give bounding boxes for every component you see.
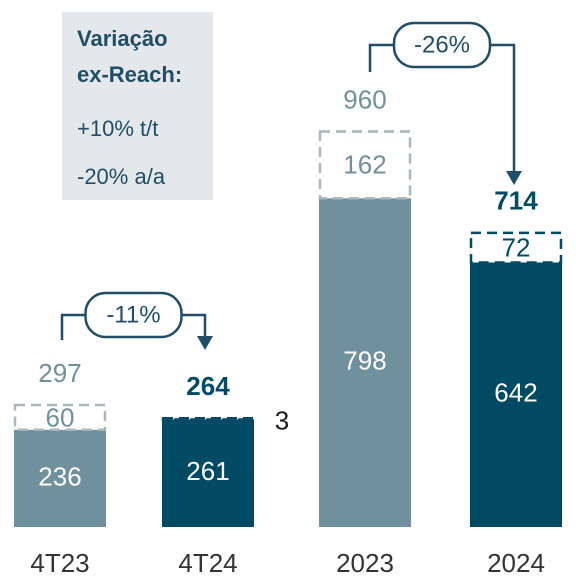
annotation: -26% [414, 31, 470, 58]
value-label: 261 [186, 456, 229, 486]
bar [470, 262, 562, 527]
annotation: -11% [106, 301, 160, 328]
value-label: 3 [275, 405, 289, 435]
arrow-head [197, 336, 213, 350]
value-label: 798 [343, 345, 386, 375]
x-tick-label: 4T23 [30, 548, 89, 578]
x-tick-label: 4T24 [178, 548, 237, 578]
total-label: 297 [38, 358, 81, 388]
x-tick-label: 2023 [336, 548, 394, 578]
value-label: 72 [502, 233, 531, 263]
bar [162, 419, 254, 527]
bar-ex-reach [161, 416, 255, 421]
callout-title: Variação [77, 26, 168, 51]
bar [14, 429, 106, 527]
x-tick-label: 2024 [487, 548, 545, 578]
annotation-pill [392, 21, 492, 69]
callout-line: -20% a/a [77, 164, 166, 189]
callout-title: ex-Reach: [77, 62, 182, 87]
arrow-head [506, 171, 522, 185]
bar-ex-reach [13, 403, 107, 432]
total-label: 714 [494, 186, 538, 216]
total-label: 960 [343, 84, 386, 114]
callout-box [62, 12, 213, 200]
bar [319, 198, 411, 527]
annotation-pill [84, 291, 183, 339]
callout-line: +10% t/t [77, 116, 158, 141]
bar-ex-reach [318, 130, 412, 200]
value-label: 642 [494, 378, 537, 408]
bar-ex-reach [469, 231, 563, 264]
value-label: 60 [46, 402, 75, 432]
total-label: 264 [186, 371, 230, 401]
value-label: 236 [38, 461, 81, 491]
value-label: 162 [343, 150, 386, 180]
